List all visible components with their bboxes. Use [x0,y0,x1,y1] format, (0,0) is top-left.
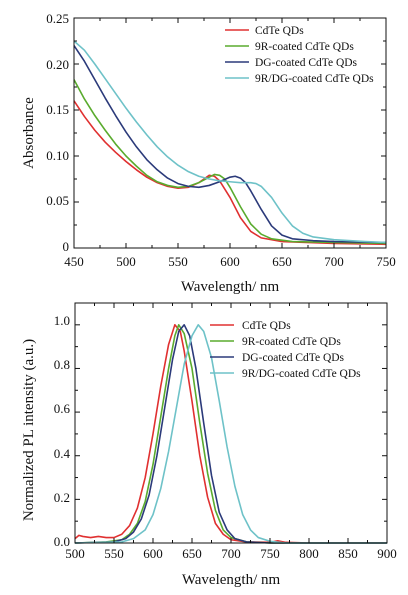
absorbance-y-tick-label: 0.20 [46,57,69,72]
pl-x-axis-title: Wavelength/ nm [182,572,281,588]
absorbance-x-tick-label: 700 [324,254,344,269]
pl-x-tick-label: 500 [65,546,85,561]
pl-x-tick-label: 750 [260,546,280,561]
absorbance-legend-label: DG-coated CdTe QDs [255,57,358,69]
pl-y-tick-label: 1.0 [54,313,70,328]
pl-series-line-2 [74,324,387,544]
absorbance-series-line-1 [73,79,387,245]
absorbance-y-tick-label: 0.15 [46,102,69,117]
absorbance-legend-label: CdTe QDs [255,25,304,37]
pl-y-tick-label: 0.4 [54,446,71,461]
pl-y-tick-label: 0.0 [54,534,70,549]
absorbance-y-tick-label: 0.25 [46,11,69,26]
absorbance-series-line-3 [73,40,387,244]
absorbance-x-tick-label: 600 [220,254,240,269]
pl-y-tick-label: 0.2 [54,490,70,505]
pl-y-axis-title: Normalized PL intensity (a.u.) [21,339,37,521]
absorbance-y-tick-label: 0 [63,239,70,254]
absorbance-series-group [73,40,387,246]
absorbance-series-line-2 [73,45,387,244]
absorbance-legend: CdTe QDs 9R-coated CdTe QDs DG-coated Cd… [225,25,374,85]
pl-x-tick-label: 800 [299,546,319,561]
absorbance-y-axis-title: Absorbance [21,97,37,169]
absorbance-legend-label: 9R-coated CdTe QDs [255,41,354,53]
absorbance-chart: 450 500 550 600 650 700 750 0 0.05 0.10 … [21,11,396,295]
absorbance-x-axis-title: Wavelength/ nm [181,279,280,295]
absorbance-x-tick-label: 650 [272,254,292,269]
pl-x-tick-label: 650 [182,546,202,561]
pl-x-tick-label: 900 [377,546,397,561]
pl-legend-label: CdTe QDs [242,320,291,332]
pl-legend-label: 9R/DG-coated CdTe QDs [242,368,361,380]
absorbance-x-tick-label: 450 [64,254,84,269]
pl-legend: CdTe QDs 9R-coated CdTe QDs DG-coated Cd… [210,320,361,380]
pl-series-group [74,324,387,544]
pl-legend-label: DG-coated CdTe QDs [242,352,345,364]
absorbance-tick-group [73,17,387,249]
absorbance-y-tick-label: 0.05 [46,193,69,208]
pl-series-line-3 [74,324,387,544]
absorbance-y-tick-label: 0.10 [46,148,69,163]
absorbance-x-tick-label: 550 [168,254,188,269]
absorbance-x-tick-label: 750 [376,254,396,269]
pl-tick-group [74,303,388,544]
pl-x-tick-label: 850 [338,546,358,561]
pl-intensity-chart: 500 550 600 650 700 750 800 850 900 0.0 … [21,302,397,588]
pl-x-tick-label: 700 [221,546,241,561]
pl-x-tick-label: 600 [143,546,163,561]
pl-x-tick-label: 550 [104,546,124,561]
pl-y-tick-label: 0.8 [54,357,70,372]
pl-legend-label: 9R-coated CdTe QDs [242,336,341,348]
absorbance-legend-label: 9R/DG-coated CdTe QDs [255,73,374,85]
absorbance-x-tick-label: 500 [116,254,136,269]
pl-series-line-1 [74,324,387,544]
pl-y-tick-label: 0.6 [54,401,71,416]
